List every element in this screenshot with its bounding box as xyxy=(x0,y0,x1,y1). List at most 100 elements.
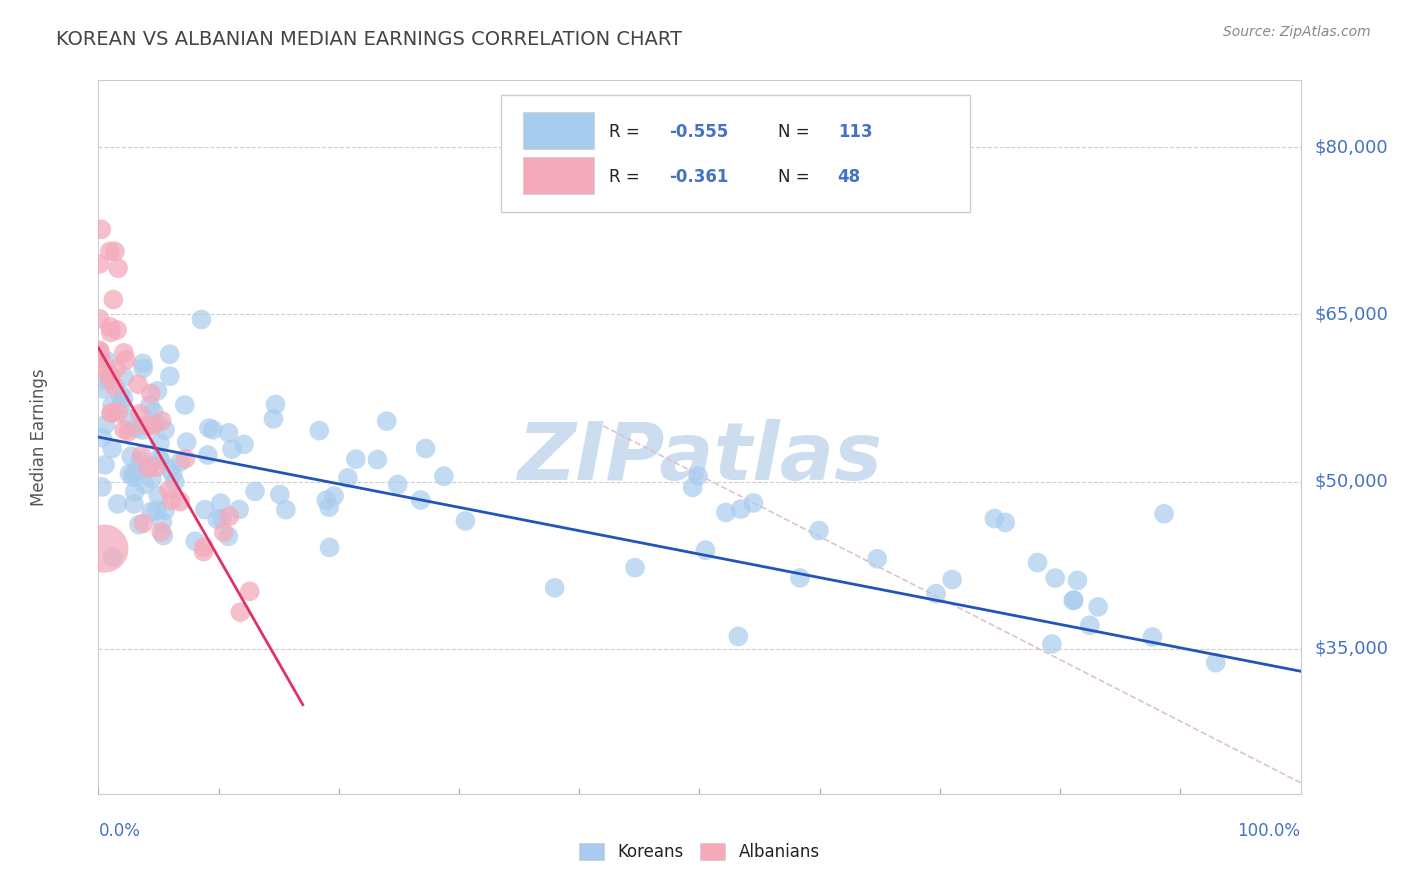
Point xyxy=(132,356,155,370)
Point xyxy=(105,323,128,337)
Point xyxy=(344,452,367,467)
Point xyxy=(212,525,235,540)
Point xyxy=(218,425,240,440)
Point xyxy=(141,471,163,485)
Point xyxy=(128,517,150,532)
Text: Median Earnings: Median Earnings xyxy=(30,368,48,506)
Point xyxy=(198,421,221,435)
Point xyxy=(101,405,124,419)
Point xyxy=(104,244,127,259)
Point xyxy=(221,442,243,457)
Point xyxy=(142,405,165,419)
Point xyxy=(233,437,256,451)
Point xyxy=(149,453,172,467)
Text: 113: 113 xyxy=(838,123,872,141)
Point xyxy=(318,541,340,555)
Point xyxy=(229,605,252,619)
Point xyxy=(1078,618,1101,632)
Point xyxy=(624,560,647,574)
Point xyxy=(742,496,765,510)
Point xyxy=(274,502,297,516)
Point xyxy=(146,384,169,398)
Point xyxy=(727,629,749,643)
Point xyxy=(97,354,120,368)
Point xyxy=(145,503,167,517)
Point xyxy=(218,509,240,524)
Point xyxy=(433,469,456,483)
Point xyxy=(169,494,191,508)
Point xyxy=(101,550,124,565)
Point xyxy=(97,367,120,381)
Point xyxy=(118,467,141,481)
Point xyxy=(145,417,167,431)
Point xyxy=(1142,630,1164,644)
Point xyxy=(695,543,717,558)
Point xyxy=(101,399,124,413)
Point xyxy=(150,515,173,529)
Point xyxy=(157,483,180,497)
Point xyxy=(730,502,752,516)
Text: Source: ZipAtlas.com: Source: ZipAtlas.com xyxy=(1223,25,1371,39)
Point xyxy=(112,391,135,405)
Point xyxy=(866,551,889,566)
Point xyxy=(91,431,114,445)
Point xyxy=(112,370,135,384)
Point xyxy=(318,500,340,515)
Point xyxy=(145,460,167,475)
Point xyxy=(148,451,170,466)
Point xyxy=(1062,593,1084,607)
Point xyxy=(1045,571,1067,585)
Point xyxy=(105,361,128,376)
Point xyxy=(159,347,181,361)
Point xyxy=(176,435,198,450)
Point xyxy=(98,244,121,259)
Point xyxy=(89,344,111,359)
Point xyxy=(100,326,122,340)
Point xyxy=(375,414,398,428)
Point xyxy=(983,511,1005,525)
Point xyxy=(94,417,117,432)
Point xyxy=(94,374,117,388)
Point xyxy=(1026,556,1049,570)
Point xyxy=(994,516,1017,530)
Point xyxy=(366,452,388,467)
Point xyxy=(454,514,477,528)
Point xyxy=(264,397,287,411)
Point xyxy=(190,312,212,326)
Text: -0.361: -0.361 xyxy=(669,168,728,186)
Text: $80,000: $80,000 xyxy=(1315,138,1388,156)
Point xyxy=(1066,574,1088,588)
Point xyxy=(134,477,156,491)
Point xyxy=(141,419,163,434)
Point xyxy=(107,497,129,511)
Point xyxy=(308,424,330,438)
Point xyxy=(129,407,152,421)
Point xyxy=(162,467,184,481)
Text: R =: R = xyxy=(609,168,645,186)
Point xyxy=(89,311,111,326)
Point xyxy=(197,448,219,462)
Point xyxy=(125,421,148,435)
Point xyxy=(173,398,195,412)
Point xyxy=(115,352,138,367)
Point xyxy=(121,470,143,484)
Point xyxy=(91,480,114,494)
Point xyxy=(98,372,121,386)
Point xyxy=(686,468,709,483)
FancyBboxPatch shape xyxy=(501,95,970,212)
Text: 100.0%: 100.0% xyxy=(1237,822,1301,839)
Point xyxy=(1063,593,1085,607)
Point xyxy=(262,412,284,426)
Text: 0.0%: 0.0% xyxy=(98,822,141,839)
Point xyxy=(194,502,217,516)
Point xyxy=(1153,507,1175,521)
Text: $65,000: $65,000 xyxy=(1315,305,1388,324)
Point xyxy=(941,573,963,587)
Point xyxy=(315,493,337,508)
Point xyxy=(169,455,191,469)
FancyBboxPatch shape xyxy=(523,157,593,194)
Point xyxy=(139,398,162,412)
Legend: Koreans, Albanians: Koreans, Albanians xyxy=(572,836,827,868)
Point xyxy=(1205,656,1227,670)
Point xyxy=(789,571,811,585)
